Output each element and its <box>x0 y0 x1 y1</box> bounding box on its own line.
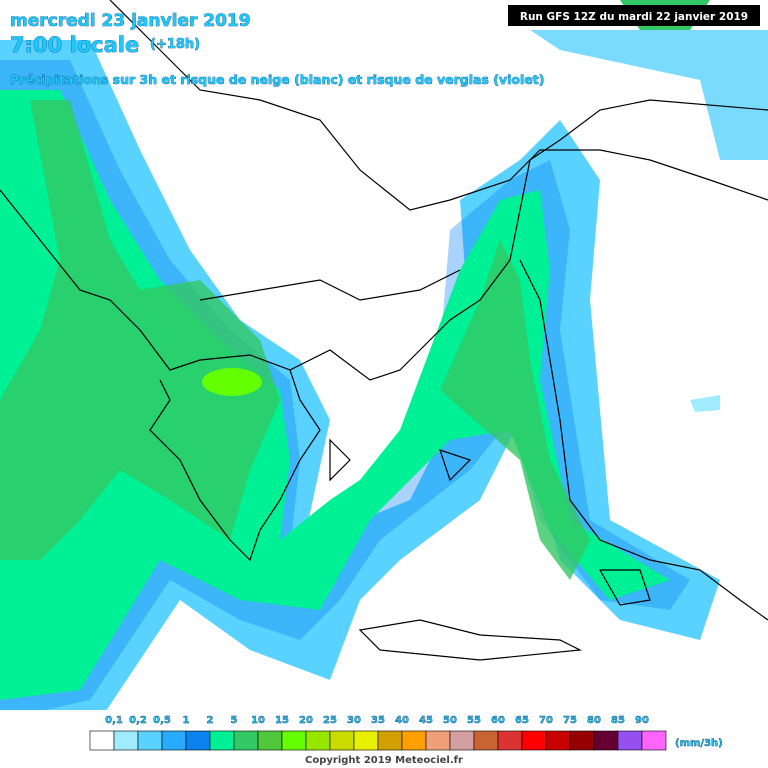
copyright: Copyright 2019 Meteociel.fr <box>305 755 463 766</box>
lead-time: (+18h) <box>150 37 200 52</box>
legend-swatch <box>377 730 403 751</box>
legend-label: 65 <box>515 715 529 726</box>
legend-swatch <box>113 730 139 751</box>
legend-label: 0,1 <box>105 715 123 726</box>
legend-label: 1 <box>183 715 190 726</box>
legend-swatch <box>569 730 595 751</box>
legend-label: 25 <box>323 715 337 726</box>
run-box <box>508 5 760 26</box>
legend-swatch <box>257 730 283 751</box>
legend-label: 60 <box>491 715 505 726</box>
legend-label: 5 <box>231 715 238 726</box>
legend-swatch <box>281 730 307 751</box>
legend-swatch <box>185 730 211 751</box>
legend-swatch <box>545 730 571 751</box>
legend-label: 30 <box>347 715 361 726</box>
legend: 0,1 0,2 0,5 1 2 5 10 15 20 25 30 35 40 45 50 55 60 65 70 75… <box>89 715 723 751</box>
legend-label: 0,5 <box>153 715 171 726</box>
legend-swatch <box>497 730 523 751</box>
legend-unit: (mm/3h) <box>675 738 723 749</box>
legend-label: 55 <box>467 715 481 726</box>
legend-label: 20 <box>299 715 313 726</box>
legend-label: 10 <box>251 715 265 726</box>
legend-swatch <box>401 730 427 751</box>
legend-swatch <box>425 730 451 751</box>
legend-label: 0,2 <box>129 715 147 726</box>
subtitle: Précipitations sur 3h et risque de neige… <box>10 72 544 87</box>
date: mercredi 23 janvier 2019 <box>10 11 251 31</box>
time: 7:00 locale <box>10 33 139 57</box>
legend-label: 50 <box>443 715 457 726</box>
legend-swatch <box>329 730 355 751</box>
legend-swatch <box>521 730 547 751</box>
legend-swatch <box>161 730 187 751</box>
legend-label: 40 <box>395 715 409 726</box>
legend-swatch <box>449 730 475 751</box>
legend-swatch <box>209 730 235 751</box>
run-label: Run GFS 12Z du mardi 22 janvier 2019 <box>520 11 748 23</box>
legend-label: 85 <box>611 715 625 726</box>
legend-swatch <box>353 730 379 751</box>
legend-label: 35 <box>371 715 385 726</box>
legend-swatch <box>137 730 163 751</box>
legend-swatch <box>305 730 331 751</box>
legend-label: 15 <box>275 715 289 726</box>
legend-swatch <box>593 730 619 751</box>
legend-label: 75 <box>563 715 577 726</box>
legend-swatch <box>617 730 643 751</box>
legend-swatch <box>473 730 499 751</box>
legend-label: 90 <box>635 715 649 726</box>
legend-label: 80 <box>587 715 601 726</box>
coastlines <box>0 0 768 661</box>
precipitation-field <box>0 0 768 728</box>
legend-label: 2 <box>207 715 214 726</box>
legend-label: 45 <box>419 715 433 726</box>
header: mercredi 23 janvier 2019 7:00 locale (+1… <box>10 5 760 87</box>
legend-swatch <box>233 730 259 751</box>
legend-swatch <box>89 730 115 751</box>
legend-swatch <box>641 730 667 751</box>
legend-label: 70 <box>539 715 553 726</box>
